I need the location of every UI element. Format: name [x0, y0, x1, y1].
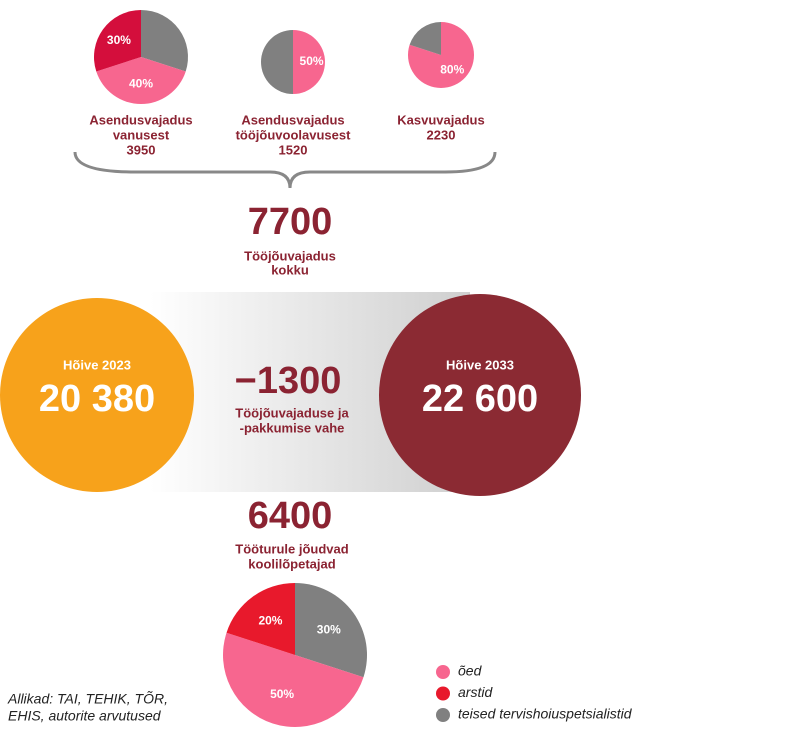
pie-caption: Asendusvajadus — [241, 112, 344, 127]
employment-value: 20 380 — [39, 378, 155, 420]
pie-slice — [222, 632, 364, 727]
slice-label: 30% — [317, 623, 341, 637]
pie-slice — [293, 30, 325, 94]
brace — [73, 151, 497, 189]
pie-caption: Kasvuvajadus — [397, 112, 484, 127]
total-caption: Tööjõuvajadus — [244, 248, 336, 263]
pie-caption: 1520 — [279, 142, 308, 157]
source-note: Allikad: TAI, TEHIK, TÕR, — [7, 691, 168, 707]
legend-label: arstid — [458, 684, 493, 700]
pie-caption: 3950 — [127, 142, 156, 157]
pie-caption: tööjõuvoolavusest — [236, 127, 352, 142]
source-note: EHIS, autorite arvutused — [8, 708, 162, 724]
legend-marker — [436, 708, 450, 722]
employment-value: 22 600 — [422, 378, 538, 420]
slice-label: 40% — [129, 76, 153, 90]
pie-slice — [96, 57, 186, 104]
legend-marker — [436, 686, 450, 701]
legend-marker — [436, 665, 450, 679]
employment-circle — [0, 298, 194, 492]
total-caption: kokku — [271, 262, 309, 277]
slice-label: 50% — [270, 687, 294, 701]
graduates-caption: koolilõpetajad — [248, 556, 335, 571]
pie-slice — [141, 10, 188, 72]
legend-label: õed — [458, 663, 483, 679]
slice-label: 20% — [258, 613, 282, 627]
gap-caption: Tööjõuvajaduse ja — [235, 405, 349, 420]
employment-title: Hõive 2023 — [63, 357, 131, 372]
graduates-value: 6400 — [248, 495, 333, 537]
pie-caption: 2230 — [427, 127, 456, 142]
slice-label: 50% — [300, 54, 324, 68]
total-value: 7700 — [248, 201, 333, 243]
pie-caption: Asendusvajadus — [89, 112, 192, 127]
employment-title: Hõive 2033 — [446, 357, 514, 372]
pie-slice — [261, 30, 293, 94]
pie-slice — [226, 583, 295, 655]
legend-label: teised tervishoiuspetsialistid — [458, 706, 633, 722]
pie-slice — [409, 22, 441, 55]
pie-slice — [408, 22, 475, 89]
pie-slice — [94, 10, 141, 72]
slice-label: 80% — [440, 63, 464, 77]
connector-band — [150, 292, 470, 492]
gap-value: −1300 — [235, 360, 342, 402]
gap-caption: -pakkumise vahe — [240, 420, 345, 435]
slice-label: 30% — [107, 33, 131, 47]
pie-slice — [295, 583, 367, 678]
graduates-caption: Tööturule jõudvad — [235, 541, 348, 556]
employment-circle — [379, 294, 581, 496]
pie-caption: vanusest — [113, 127, 170, 142]
